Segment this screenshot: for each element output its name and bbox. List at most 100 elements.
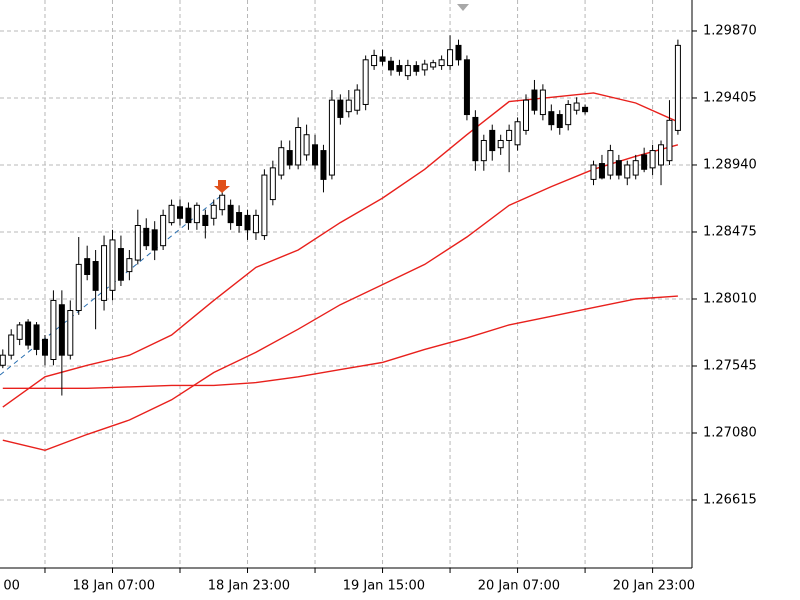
candle-body <box>126 258 133 273</box>
candle-body <box>641 154 648 170</box>
candle-body <box>143 227 150 247</box>
candle-body <box>337 99 344 118</box>
candle-body <box>506 129 513 141</box>
candle-body <box>320 150 327 180</box>
candle-body <box>573 102 580 111</box>
candle-body <box>480 139 487 162</box>
candle-body <box>556 114 563 129</box>
candle-body <box>151 229 158 251</box>
sell-arrow <box>214 180 230 193</box>
candle-body <box>312 144 319 166</box>
y-tick-label: 1.26615 <box>703 492 757 507</box>
candle-body <box>269 167 276 201</box>
candle-body <box>244 214 251 231</box>
candle-body <box>430 62 437 68</box>
x-tick-label: 18 Jan 07:00 <box>73 579 155 594</box>
candle-body <box>33 324 40 350</box>
candle-body <box>261 174 268 237</box>
candle-body <box>16 324 23 340</box>
y-tick-label: 1.28010 <box>703 291 757 306</box>
candle-body <box>278 147 285 176</box>
candle-body <box>193 204 200 224</box>
candle-body <box>8 334 15 356</box>
candle-body <box>168 204 175 224</box>
marker-triangle <box>457 4 469 11</box>
candle-body <box>295 127 302 166</box>
candle-body <box>185 207 192 224</box>
axis-labels: 1.29870 1.29405 1.28940 1.28475 1.28010 1.275… <box>3 23 757 594</box>
candle-body <box>649 150 656 169</box>
candle-body <box>303 134 310 156</box>
candle-body <box>134 224 141 261</box>
candle-body <box>632 160 639 176</box>
candle-body <box>421 63 428 71</box>
candle-body <box>109 239 116 291</box>
candle-body <box>379 56 386 62</box>
candle-body <box>531 89 538 111</box>
candle-body <box>582 106 589 113</box>
candle-body <box>58 304 65 356</box>
y-tick-label: 1.28940 <box>703 157 757 172</box>
x-tick-label: 00 <box>3 579 20 594</box>
y-tick-label: 1.27545 <box>703 358 757 373</box>
candle-body <box>539 89 546 116</box>
candle-body <box>624 164 631 179</box>
x-tick-label: 20 Jan 23:00 <box>613 579 695 594</box>
candle-body <box>92 261 99 291</box>
candle-body <box>0 354 6 366</box>
candle-body <box>455 44 462 61</box>
candles <box>0 35 681 396</box>
candle-body <box>75 263 82 312</box>
y-tick-label: 1.29405 <box>703 90 757 105</box>
candle-body <box>41 338 48 356</box>
candle-body <box>489 129 496 152</box>
candle-body <box>354 89 361 111</box>
candle-body <box>328 99 335 176</box>
candle-body <box>590 164 597 180</box>
candle-body <box>387 60 394 71</box>
x-tick-label: 20 Jan 07:00 <box>478 579 560 594</box>
moving-average-line <box>2 144 679 452</box>
candle-body <box>565 103 572 126</box>
candle-body <box>202 214 209 226</box>
candle-body <box>67 310 74 356</box>
candle-body <box>658 144 665 166</box>
x-tick-label: 19 Jan 15:00 <box>343 579 425 594</box>
candle-body <box>25 321 32 346</box>
candle-body <box>674 44 681 131</box>
candle-body <box>236 212 243 226</box>
candle-body <box>472 116 479 162</box>
candle-body <box>548 111 555 126</box>
moving-average-line <box>2 92 679 408</box>
candle-body <box>463 59 470 116</box>
y-tick-label: 1.29870 <box>703 23 757 38</box>
candle-body <box>345 99 352 113</box>
candle-body <box>50 299 57 361</box>
candle-body <box>598 163 605 179</box>
candle-body <box>438 59 445 67</box>
y-tick-label: 1.27080 <box>703 425 757 440</box>
candle-body <box>160 214 167 247</box>
candle-body <box>371 54 378 67</box>
candle-body <box>404 65 411 77</box>
candle-body <box>252 214 259 234</box>
candle-body <box>607 150 614 176</box>
candle-body <box>396 65 403 72</box>
candle-body <box>666 119 673 162</box>
moving-averages <box>2 92 679 452</box>
grid <box>0 0 692 568</box>
x-tick-label: 18 Jan 23:00 <box>208 579 290 594</box>
y-tick-label: 1.28475 <box>703 224 757 239</box>
candle-body <box>227 204 234 224</box>
candle-body <box>362 59 369 105</box>
candle-body <box>615 160 622 176</box>
candle-body <box>101 245 108 301</box>
candle-body <box>514 121 521 146</box>
moving-average-line <box>2 295 678 389</box>
candle-body <box>286 150 293 166</box>
candle-body <box>117 248 124 281</box>
candle-body <box>84 258 91 275</box>
candle-body <box>447 49 454 67</box>
